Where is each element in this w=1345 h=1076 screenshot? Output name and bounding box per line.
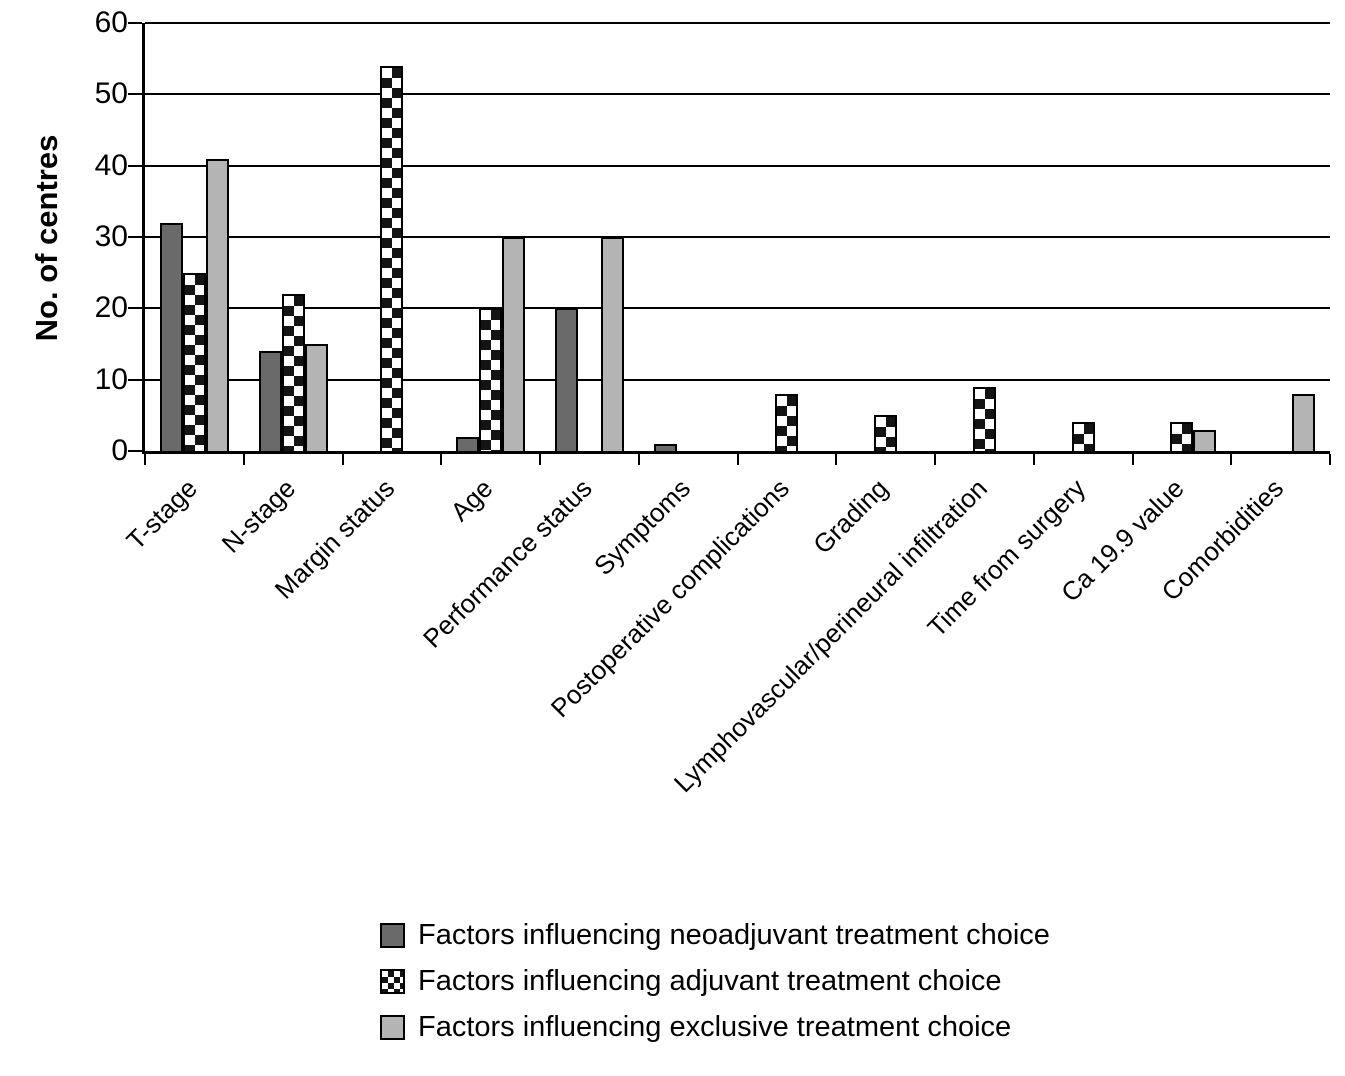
- legend: Factors influencing neoadjuvant treatmen…: [380, 919, 1050, 1044]
- y-tick-0: [128, 450, 142, 452]
- gridline-y-20: [145, 307, 1330, 310]
- x-axis-label: Performance status: [416, 473, 598, 654]
- y-tick-label: 50: [94, 77, 128, 111]
- x-tick: [1131, 454, 1134, 465]
- bar-checker-Lymphovascular/perineural infiltration: [972, 386, 996, 451]
- legend-swatch-light-gray: [380, 1015, 405, 1040]
- bar-dark-gray-Age: [456, 436, 480, 451]
- y-tick-label: 60: [94, 6, 128, 39]
- x-axis-label: Comorbidities: [1155, 473, 1289, 607]
- x-tick: [144, 454, 146, 465]
- x-axis-label: Age: [444, 473, 499, 527]
- bar-light-gray-Ca 19.9 value: [1193, 429, 1217, 451]
- x-axis-label: Postoperative complications: [544, 473, 796, 724]
- bar-light-gray-Comorbidities: [1292, 393, 1316, 451]
- x-tick: [1230, 454, 1233, 465]
- y-tick-label: 20: [94, 291, 128, 325]
- y-tick-10: [128, 378, 142, 381]
- legend-swatch-checker: [380, 969, 405, 994]
- gridline-y-30: [145, 236, 1330, 238]
- legend-item: Factors influencing exclusive treatment …: [380, 1011, 1050, 1044]
- bar-checker-T-stage: [182, 272, 206, 451]
- legend-swatch-dark-gray: [380, 923, 405, 948]
- plot-area: [128, 22, 1331, 465]
- y-tick-label: 30: [94, 220, 128, 253]
- x-axis-label: Ca 19.9 value: [1055, 473, 1191, 608]
- bar-checker-Postoperative complications: [775, 393, 799, 451]
- x-axis-label: Time from surgery: [921, 473, 1092, 643]
- bar-checker-Age: [479, 308, 503, 451]
- legend-item: Factors influencing neoadjuvant treatmen…: [380, 919, 1050, 952]
- gridline-y-10: [145, 378, 1330, 381]
- gridline-y-60: [145, 22, 1330, 24]
- x-axis-label: Margin status: [268, 473, 401, 605]
- x-tick: [1032, 454, 1035, 465]
- x-axis-label: Grading: [807, 473, 894, 560]
- x-tick: [835, 454, 838, 465]
- bar-light-gray-Age: [502, 237, 526, 451]
- bar-light-gray-T-stage: [205, 158, 229, 451]
- x-tick: [736, 454, 739, 465]
- bar-checker-Ca 19.9 value: [1170, 422, 1194, 451]
- x-tick: [341, 454, 344, 465]
- y-tick-label: 10: [94, 362, 128, 396]
- bar-dark-gray-T-stage: [159, 222, 183, 451]
- legend-label: Factors influencing neoadjuvant treatmen…: [418, 919, 1050, 951]
- gridline-y-40: [145, 164, 1330, 167]
- x-tick: [1329, 454, 1331, 465]
- bar-light-gray-N-stage: [304, 344, 328, 451]
- x-tick: [242, 454, 245, 465]
- y-tick-20: [128, 307, 142, 310]
- bar-checker-Grading: [874, 415, 898, 451]
- x-tick: [539, 454, 541, 465]
- bar-light-gray-Performance status: [600, 237, 624, 451]
- x-tick: [440, 454, 443, 465]
- x-tick: [637, 454, 640, 465]
- y-tick-60: [128, 22, 142, 24]
- y-tick-label: 40: [94, 148, 128, 182]
- y-tick-40: [128, 164, 142, 167]
- y-tick-30: [128, 236, 142, 238]
- x-axis-label: N-stage: [215, 473, 302, 559]
- gridline-y-50: [145, 93, 1330, 96]
- legend-label: Factors influencing adjuvant treatment c…: [418, 965, 1002, 997]
- bar-dark-gray-Symptoms: [653, 443, 677, 451]
- bar-dark-gray-Performance status: [554, 308, 578, 451]
- bar-checker-N-stage: [281, 294, 305, 451]
- legend-label: Factors influencing exclusive treatment …: [418, 1011, 1012, 1043]
- bar-dark-gray-N-stage: [258, 351, 282, 451]
- y-tick-50: [128, 93, 142, 96]
- legend-item: Factors influencing adjuvant treatment c…: [380, 965, 1050, 998]
- x-axis-label: Symptoms: [588, 473, 697, 582]
- x-tick: [934, 454, 936, 465]
- bar-checker-Time from surgery: [1071, 422, 1095, 451]
- y-tick-label: 0: [111, 434, 128, 467]
- bar-checker-Margin status: [380, 65, 404, 451]
- x-axis-label: Lymphovascular/perineural infiltration: [667, 473, 993, 799]
- x-axis-label: T-stage: [120, 473, 203, 556]
